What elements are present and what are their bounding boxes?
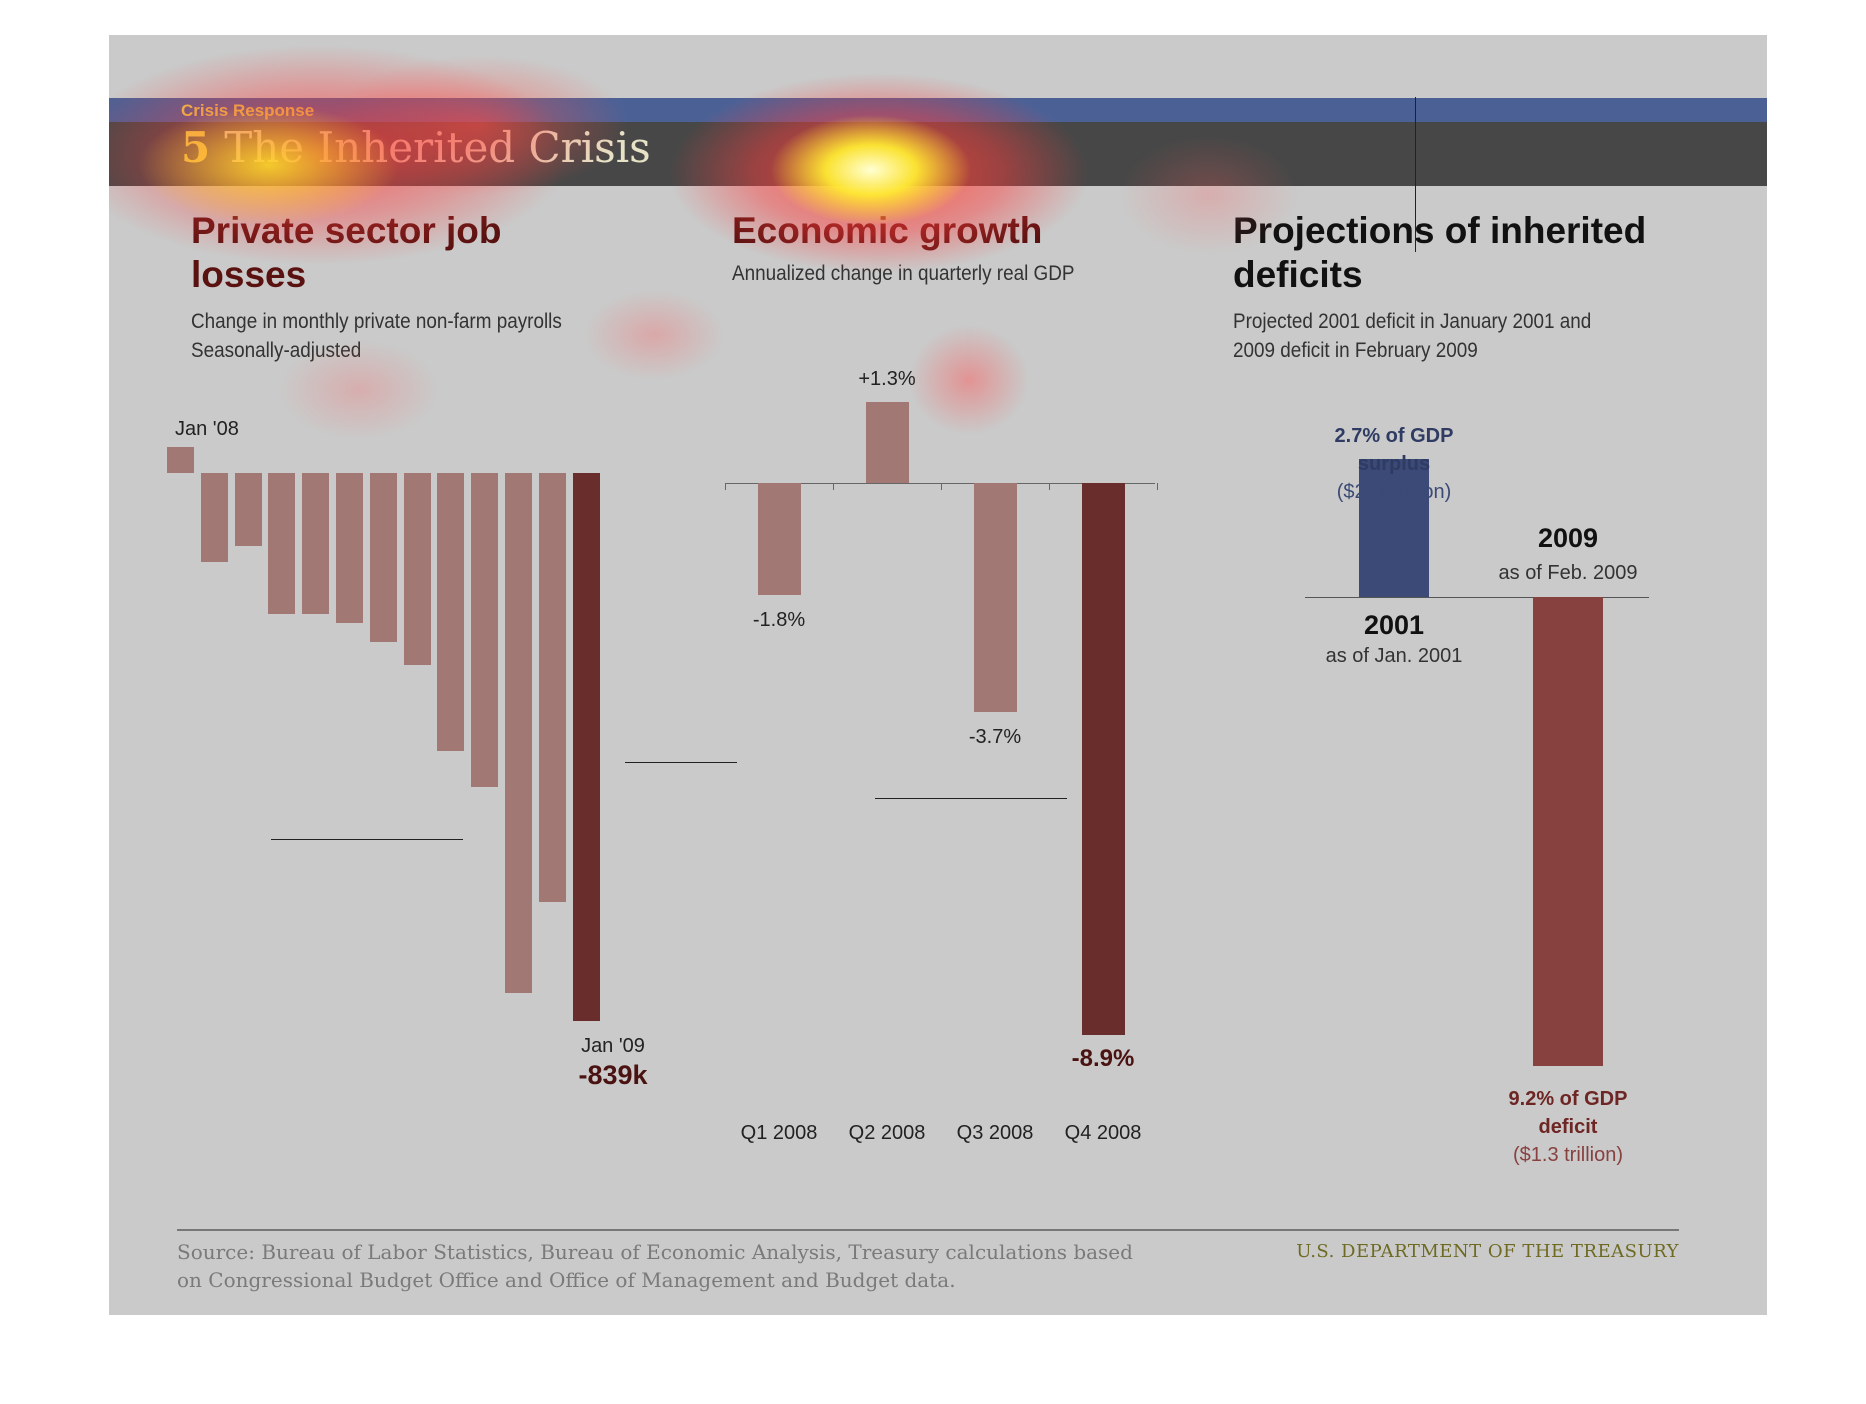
vertical-pointer-line xyxy=(1415,97,1416,252)
gdp-value-label: -3.7% xyxy=(968,726,1022,749)
header-blue-band xyxy=(109,98,1767,122)
jobs-chart-title: Private sector job losses xyxy=(191,210,502,295)
jobs-bar xyxy=(336,473,363,624)
gdp-reference-line xyxy=(875,798,1067,799)
deficit-chart-title: Projections of inherited deficits xyxy=(1233,210,1647,295)
gdp-bar xyxy=(865,402,909,483)
jobs-bar xyxy=(167,446,194,473)
deficit-chart-subtitle-2: 2009 deficit in February 2009 xyxy=(1233,339,1478,362)
section-number: 5 xyxy=(181,123,211,172)
jobs-bar xyxy=(538,473,566,902)
page-title-text: The Inherited Crisis xyxy=(224,123,651,172)
surplus-bar xyxy=(1359,459,1429,597)
jobs-bar xyxy=(572,473,600,1022)
gdp-value-label: -1.8% xyxy=(752,608,806,631)
deficit-amount-label: ($1.3 trillion) xyxy=(1512,1144,1624,1166)
section-label: Crisis Response xyxy=(181,101,315,120)
gdp-category-label: Q2 2008 xyxy=(848,1122,926,1144)
gdp-axis-tick xyxy=(941,483,942,490)
surplus-label-line1: 2.7% of GDP xyxy=(1334,425,1454,447)
jobs-bar xyxy=(302,473,330,614)
jobs-bar xyxy=(471,473,499,787)
deficit-label-line2: deficit xyxy=(1538,1116,1598,1138)
gdp-bar xyxy=(1081,483,1125,1035)
jobs-bar xyxy=(369,473,397,642)
source-note: Source: Bureau of Labor Statistics, Bure… xyxy=(177,1240,1133,1292)
gdp-axis-tick xyxy=(725,483,726,490)
deficit-label-line1: 9.2% of GDP xyxy=(1508,1088,1628,1110)
surplus-amount-label: ($281 billion) xyxy=(1336,481,1452,503)
deficit-chart-subtitle-1: Projected 2001 deficit in January 2001 a… xyxy=(1233,310,1592,333)
gdp-bar xyxy=(757,483,801,595)
gdp-category-label: Q4 2008 xyxy=(1064,1122,1142,1144)
year-2001-label: 2001 xyxy=(1363,610,1425,640)
jobs-bar xyxy=(268,473,296,614)
jobs-reference-line xyxy=(271,839,463,840)
jobs-bar xyxy=(437,473,465,751)
gdp-value-label: -8.9% xyxy=(1071,1044,1135,1072)
gdp-category-label: Q3 2008 xyxy=(956,1122,1034,1144)
jobs-first-month-label: Jan '08 xyxy=(175,418,239,440)
jobs-bar xyxy=(403,473,431,666)
footer-divider xyxy=(177,1229,1679,1231)
year-2009-label: 2009 xyxy=(1537,523,1599,553)
jobs-last-value-label: -839k xyxy=(578,1060,648,1090)
surplus-label-line2: surplus xyxy=(1357,453,1431,475)
jobs-last-month-label: Jan '09 xyxy=(581,1035,645,1057)
year-2009-note: as of Feb. 2009 xyxy=(1498,562,1638,584)
jobs-bar xyxy=(234,473,262,547)
jobs-bar xyxy=(505,473,532,993)
gdp-chart-title: Economic growth xyxy=(732,210,1043,251)
agency-wordmark: U.S. DEPARTMENT OF THE TREASURY xyxy=(1296,1241,1679,1262)
jobs-connector-line xyxy=(625,762,737,763)
gdp-axis-tick xyxy=(833,483,834,490)
gdp-chart-subtitle: Annualized change in quarterly real GDP xyxy=(732,262,1075,285)
slide: Crisis Response 5 The Inherited Crisis Pr… xyxy=(109,35,1767,1315)
deficit-bar xyxy=(1533,597,1603,1067)
gdp-axis-tick xyxy=(1049,483,1050,490)
deficit-baseline xyxy=(1305,597,1649,598)
jobs-chart-subtitle-1: Change in monthly private non-farm payro… xyxy=(191,310,562,333)
year-2001-note: as of Jan. 2001 xyxy=(1325,645,1463,667)
gdp-bar xyxy=(973,483,1017,713)
jobs-chart-subtitle-2: Seasonally-adjusted xyxy=(191,339,362,362)
gdp-category-label: Q1 2008 xyxy=(740,1122,818,1144)
jobs-bar xyxy=(200,473,228,562)
gdp-axis-tick xyxy=(1157,483,1158,490)
gdp-value-label: +1.3% xyxy=(858,368,916,391)
page-title: 5 The Inherited Crisis xyxy=(181,123,651,172)
